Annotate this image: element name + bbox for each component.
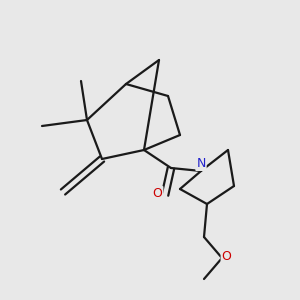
Text: N: N <box>196 157 206 170</box>
Text: O: O <box>153 187 162 200</box>
Text: O: O <box>222 250 231 263</box>
